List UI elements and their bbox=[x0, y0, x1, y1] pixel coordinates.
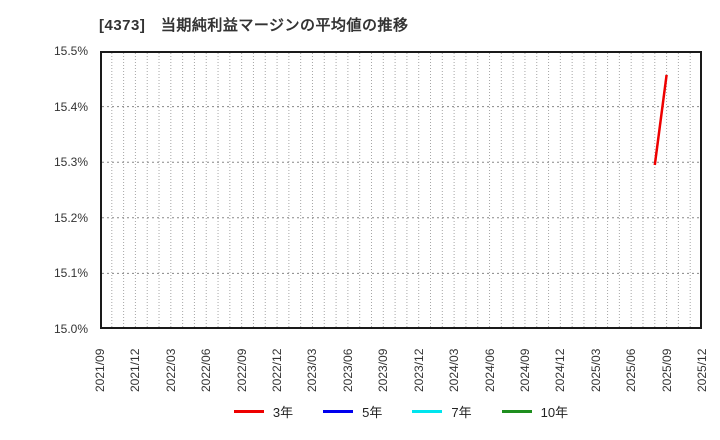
x-tick-label: 2024/12 bbox=[553, 348, 568, 392]
legend-item-7年: 7年 bbox=[412, 402, 472, 421]
legend-line-swatch bbox=[501, 410, 532, 413]
x-tick-label: 2023/09 bbox=[376, 348, 391, 392]
x-tick-label: 2023/12 bbox=[411, 348, 426, 392]
legend-label: 10年 bbox=[540, 405, 569, 420]
x-tick-label: 2025/03 bbox=[588, 348, 603, 392]
legend-label: 3年 bbox=[272, 405, 294, 420]
x-tick-label: 2022/12 bbox=[270, 348, 285, 392]
series-line-3年 bbox=[653, 74, 668, 166]
y-tick-label: 15.0% bbox=[53, 322, 88, 336]
x-tick-label: 2022/09 bbox=[234, 348, 249, 392]
x-tick-label: 2022/03 bbox=[163, 348, 178, 392]
x-tick-label: 2024/03 bbox=[447, 348, 462, 392]
y-tick-label: 15.5% bbox=[53, 44, 88, 58]
x-tick-label: 2024/06 bbox=[482, 348, 497, 392]
x-tick-label: 2021/12 bbox=[128, 348, 143, 392]
y-tick-label: 15.1% bbox=[53, 266, 88, 281]
legend-label: 7年 bbox=[451, 405, 472, 420]
x-tick-label: 2022/06 bbox=[199, 348, 214, 392]
legend-item-10年: 10年 bbox=[501, 402, 569, 421]
y-tick-label: 15.2% bbox=[53, 210, 88, 225]
legend-line-swatch bbox=[323, 410, 354, 413]
plot-border bbox=[100, 51, 702, 329]
y-tick-label: 15.3% bbox=[53, 155, 88, 170]
legend-line-swatch bbox=[233, 410, 264, 413]
legend: 3年 5年 7年 10年 bbox=[100, 402, 702, 421]
legend-item-5年: 5年 bbox=[323, 402, 382, 421]
plot-grid-and-series bbox=[100, 51, 702, 329]
legend-line-swatch bbox=[412, 410, 443, 413]
legend-label: 5年 bbox=[362, 405, 383, 420]
y-tick-label: 15.4% bbox=[53, 99, 88, 114]
x-tick-label: 2024/09 bbox=[517, 348, 532, 392]
x-tick-label: 2023/03 bbox=[305, 348, 320, 392]
x-tick-label: 2025/06 bbox=[624, 348, 639, 392]
x-tick-label: 2021/09 bbox=[93, 348, 107, 392]
chart-title: [4373] 当期純利益マージンの平均値の推移 bbox=[99, 17, 409, 34]
x-tick-label: 2023/06 bbox=[340, 348, 355, 392]
plot-area bbox=[100, 51, 702, 329]
legend-item-3年: 3年 bbox=[233, 402, 294, 421]
x-tick-label: 2025/12 bbox=[695, 348, 709, 392]
x-tick-label: 2025/09 bbox=[659, 348, 674, 392]
